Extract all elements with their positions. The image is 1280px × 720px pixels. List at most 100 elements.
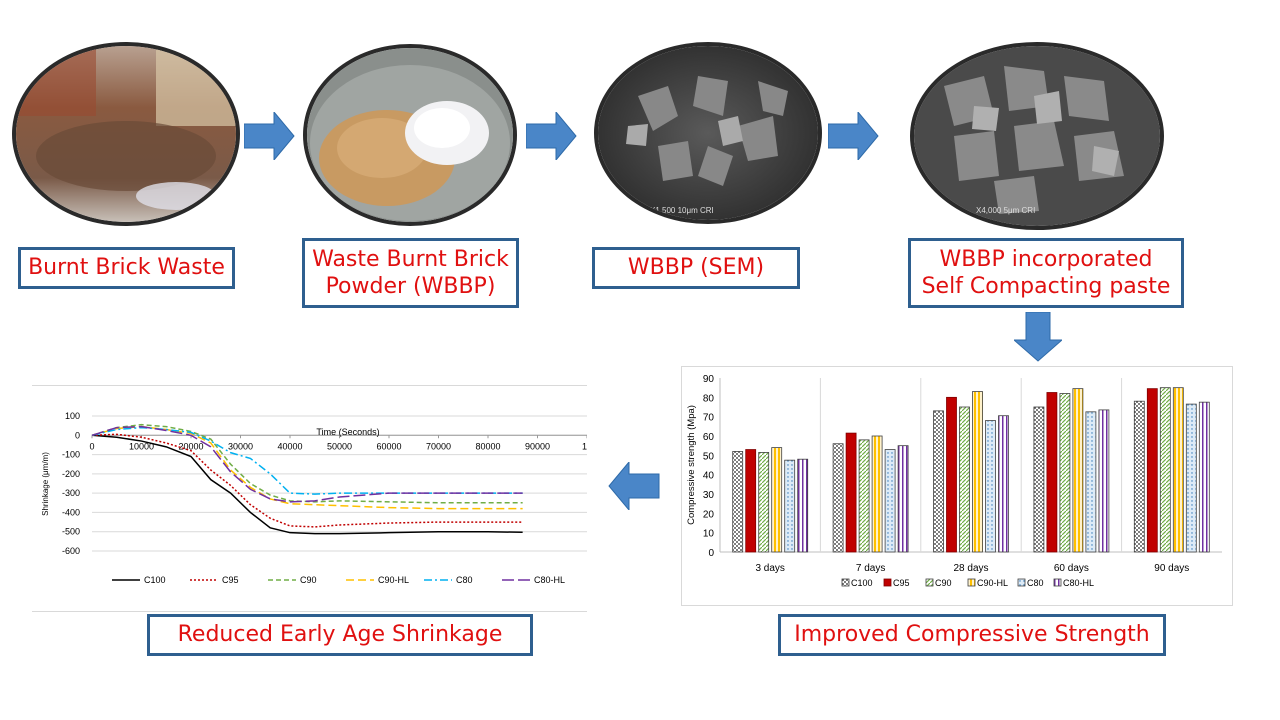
y-tick-label: 60 (703, 432, 715, 443)
legend-swatch (883, 578, 892, 587)
y-tick-label: 30 (703, 490, 715, 501)
y-tick-label: -600 (62, 546, 80, 556)
series-line-c100 (91, 434, 523, 535)
category-label: 60 days (1054, 563, 1089, 574)
bar-c100 (933, 410, 944, 553)
label-wbbp-paste: WBBP incorporated Self Compacting paste (908, 238, 1184, 308)
legend-label: C100 (851, 578, 873, 588)
y-tick-label: -500 (62, 527, 80, 537)
x-tick-label: 60000 (376, 441, 401, 451)
y-axis-label: Compressive strength (Mpa) (686, 405, 697, 525)
bar-c80 (884, 449, 896, 553)
label-wbbp-sem: WBBP (SEM) (592, 247, 800, 289)
bar-c80 (985, 420, 996, 553)
bar-c100 (1133, 400, 1145, 553)
x-tick-label: 90000 (525, 441, 550, 451)
x-tick-label: 10 (582, 441, 587, 451)
label-shrinkage: Reduced Early Age Shrinkage (147, 614, 533, 656)
legend-label: C80-HL (1063, 578, 1094, 588)
y-tick-label: 0 (708, 548, 714, 559)
legend-label: C80 (456, 575, 473, 585)
y-tick-label: -200 (62, 469, 80, 479)
bar-c95 (745, 449, 757, 553)
y-tick-label: 70 (703, 413, 715, 424)
sem-image-2: X4,000 5μm CRI (910, 42, 1164, 230)
sem-image-1: X1,500 10μm CRI (594, 42, 822, 224)
legend-label: C100 (144, 575, 166, 585)
bar-c80 (784, 459, 796, 553)
bar-c90-hl (871, 435, 883, 553)
x-tick-label: 0 (89, 441, 94, 451)
bar-c100 (832, 443, 844, 553)
legend-swatch (1017, 578, 1026, 587)
bar-c80-hl (1198, 401, 1210, 553)
arrow-right-icon (828, 112, 879, 160)
bar-c80-hl (897, 445, 909, 553)
x-tick-label: 20000 (178, 441, 203, 451)
x-tick-label: 80000 (475, 441, 500, 451)
bar-c95 (1046, 392, 1058, 553)
label-burnt-brick-waste: Burnt Brick Waste (18, 247, 235, 289)
legend-swatch (967, 578, 976, 587)
bar-c90-hl (972, 391, 983, 553)
arrow-right-icon (244, 112, 295, 160)
bar-c95 (946, 396, 957, 553)
y-tick-label: 80 (703, 393, 715, 404)
bar-c100 (732, 451, 744, 553)
category-label: 28 days (953, 563, 988, 574)
y-tick-label: -300 (62, 488, 80, 498)
bar-c90-hl (771, 447, 783, 553)
y-axis-label: Shrinkage (μm/m) (41, 452, 50, 516)
category-label: 7 days (856, 563, 885, 574)
y-tick-label: -400 (62, 507, 80, 517)
label-wbbp: Waste Burnt Brick Powder (WBBP) (302, 238, 519, 308)
category-label: 90 days (1154, 563, 1189, 574)
x-tick-label: 70000 (426, 441, 451, 451)
strength-chart: 0 10 20 30 40 50 60 70 80 90 3 days 7 days 28 days 60… (681, 366, 1233, 606)
arrow-down-icon (1014, 312, 1062, 362)
category-label: 3 days (755, 563, 784, 574)
y-tick-label: 90 (703, 374, 715, 385)
y-tick-label: 10 (703, 529, 715, 540)
bar-c90 (1159, 387, 1171, 553)
arrow-right-icon (526, 112, 577, 160)
bar-c90-hl (1172, 387, 1184, 553)
legend-label: C80-HL (534, 575, 565, 585)
legend-label: C90 (935, 578, 952, 588)
legend-swatch (841, 578, 850, 587)
legend-label: C90-HL (977, 578, 1008, 588)
y-tick-label: -100 (62, 450, 80, 460)
series-line-c80-hl (91, 425, 523, 503)
bar-c80-hl (1098, 409, 1110, 553)
bar-c95 (845, 432, 857, 553)
series-line-c90 (91, 423, 523, 504)
bar-c80 (1085, 411, 1097, 553)
label-compressive-strength: Improved Compressive Strength (778, 614, 1166, 656)
arrow-left-icon (608, 462, 660, 510)
y-tick-label: 50 (703, 451, 715, 462)
legend-swatch (925, 578, 934, 587)
x-tick-label: 40000 (277, 441, 302, 451)
bar-c90 (959, 406, 970, 553)
bar-c95 (1146, 388, 1158, 553)
legend-label: C95 (222, 575, 239, 585)
bar-c90-hl (1072, 388, 1084, 553)
x-axis-label: Time (Seconds) (316, 427, 379, 437)
bar-c80-hl (998, 415, 1009, 553)
x-tick-label: 10000 (129, 441, 154, 451)
bar-c100 (1033, 406, 1045, 553)
bar-c90 (1059, 393, 1071, 553)
bar-c90 (858, 439, 870, 553)
series-line-c95 (91, 433, 523, 528)
y-tick-label: 100 (65, 411, 80, 421)
y-tick-label: 40 (703, 471, 715, 482)
bar-c80-hl (797, 458, 809, 553)
series-line-c80 (91, 426, 523, 495)
wbbp-powder-photo (303, 44, 517, 226)
x-tick-label: 30000 (228, 441, 253, 451)
brick-waste-photo (12, 42, 240, 226)
series-line-c90-hl (91, 425, 523, 510)
shrinkage-chart: 100 0 -100 -200 -300 -400 -500 -600 0 10000 20000 3… (32, 385, 592, 612)
bar-c80 (1185, 403, 1197, 553)
sem-caption-1: X1,500 10μm CRI (650, 206, 714, 215)
